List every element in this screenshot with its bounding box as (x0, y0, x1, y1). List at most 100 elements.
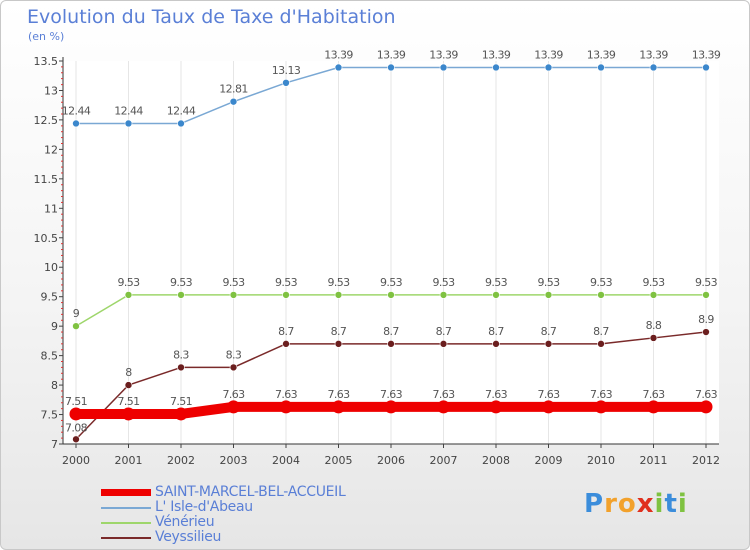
data-point (492, 340, 500, 348)
data-label: 13.39 (482, 48, 511, 61)
data-point (647, 400, 660, 414)
data-point (279, 400, 293, 414)
x-tick-label: 2003 (220, 454, 248, 467)
data-point (227, 400, 240, 414)
data-point (597, 63, 605, 72)
data-point (439, 291, 448, 299)
x-tick-label: 2005 (325, 454, 353, 467)
data-point (649, 291, 658, 299)
data-label: 8.8 (646, 319, 662, 332)
data-label: 12.44 (62, 104, 91, 117)
data-label: 7.51 (65, 395, 87, 408)
data-label: 8.7 (593, 325, 609, 338)
data-point (544, 291, 553, 299)
legend-label-veyssilieu: Veyssilieu (155, 529, 222, 545)
legend-swatch-venerieu (101, 522, 151, 524)
x-tick-label: 2009 (535, 454, 563, 467)
y-tick-label: 11 (44, 202, 58, 215)
legend-swatch-saint-marcel (101, 489, 151, 496)
x-tick-label: 2006 (377, 454, 405, 467)
data-label: 9.53 (432, 276, 455, 289)
data-point (702, 63, 710, 72)
y-tick-label: 7.5 (41, 409, 59, 422)
data-label: 9.53 (695, 276, 718, 289)
data-point (332, 400, 345, 414)
data-label: 8.7 (436, 325, 452, 338)
data-point (492, 291, 500, 299)
data-label: 13.13 (272, 64, 301, 77)
data-label: 9.53 (327, 276, 350, 289)
data-point (387, 291, 395, 299)
data-label: 13.39 (587, 48, 616, 61)
logo-letter: i (677, 489, 688, 519)
legend-swatch-isle-dabeau (101, 507, 151, 509)
data-point (492, 63, 500, 72)
data-label: 9.53 (222, 276, 245, 289)
data-label: 13.39 (324, 48, 353, 61)
y-axis-unit-label: (en %) (28, 30, 65, 43)
data-point (177, 363, 185, 372)
x-tick-label: 2012 (692, 454, 720, 467)
data-point (439, 340, 448, 348)
legend-label-saint-marcel: SAINT-MARCEL-BEL-ACCUEIL (155, 484, 346, 500)
data-label: 8.7 (383, 325, 399, 338)
data-point (122, 407, 135, 421)
chart-title: Evolution du Taux de Taxe d'Habitation (27, 6, 396, 28)
data-label: 8.9 (698, 313, 714, 326)
data-label: 8.3 (226, 348, 242, 361)
data-label: 7.63 (327, 388, 350, 401)
data-point (597, 291, 605, 299)
data-point (699, 400, 713, 414)
data-point (437, 400, 450, 414)
data-label: 8.7 (278, 325, 294, 338)
data-label: 9.53 (117, 276, 140, 289)
data-point (229, 291, 238, 299)
data-point (124, 381, 133, 389)
logo-letter: x (636, 489, 655, 519)
data-label: 7.63 (642, 388, 665, 401)
data-label: 8.3 (173, 348, 189, 361)
data-label: 9.53 (537, 276, 560, 289)
data-point (124, 291, 133, 299)
data-point (542, 400, 555, 414)
x-tick-label: 2011 (640, 454, 668, 467)
data-label: 12.44 (114, 104, 143, 117)
x-tick-label: 2001 (115, 454, 143, 467)
y-tick-label: 13 (44, 84, 58, 97)
data-point (544, 63, 553, 72)
y-tick-label: 13.5 (34, 55, 59, 68)
data-label: 7.63 (432, 388, 455, 401)
data-label: 8.7 (541, 325, 557, 338)
data-label: 9 (73, 307, 80, 320)
x-tick-label: 2000 (62, 454, 90, 467)
legend-swatch-veyssilieu (101, 537, 151, 539)
data-label: 13.39 (639, 48, 668, 61)
data-point (72, 322, 80, 330)
logo-letter: o (617, 489, 637, 519)
y-tick-label: 10 (44, 261, 58, 274)
y-tick-label: 8 (51, 379, 58, 392)
data-label: 7.51 (117, 395, 139, 408)
data-label: 13.39 (692, 48, 721, 61)
x-tick-label: 2004 (272, 454, 300, 467)
logo-letter: P (584, 489, 605, 519)
logo-letter: r (604, 489, 618, 519)
data-label: 9.53 (275, 276, 298, 289)
data-point (594, 400, 608, 414)
data-point (489, 400, 503, 414)
y-tick-label: 7 (51, 438, 58, 451)
data-point (384, 400, 398, 414)
data-point (649, 63, 658, 72)
legend-label-isle-dabeau: L' Isle-d'Abeau (155, 499, 253, 515)
data-label: 7.63 (590, 388, 613, 401)
y-tick-label: 11.5 (34, 173, 59, 186)
data-point (69, 407, 83, 421)
x-tick-label: 2010 (587, 454, 615, 467)
y-tick-label: 9.5 (41, 291, 59, 304)
data-point (282, 79, 290, 87)
data-label: 7.63 (485, 388, 508, 401)
data-point (174, 407, 188, 421)
logo-letter: i (654, 489, 665, 519)
